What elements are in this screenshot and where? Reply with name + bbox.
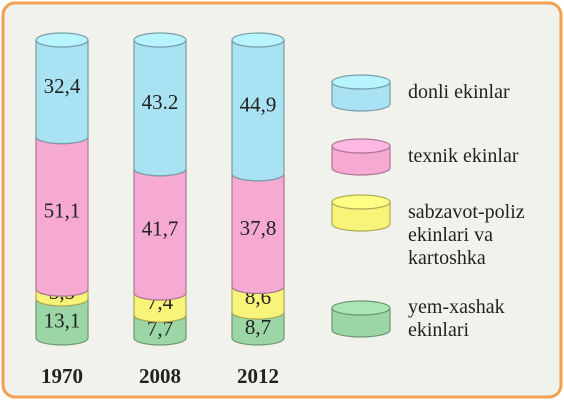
value-label: 32,4: [44, 74, 81, 98]
value-label: 37,8: [240, 216, 277, 240]
legend-swatch-top: [331, 300, 391, 316]
x-tick-label: 2008: [139, 364, 181, 388]
legend-swatch-top: [331, 138, 391, 154]
x-tick-label: 1970: [41, 364, 83, 388]
legend-label: donli ekinlar: [408, 81, 510, 103]
legend-label: sabzavot-poliz ekinlari va kartoshka: [408, 201, 525, 269]
cylinder-segment-top: [231, 32, 285, 48]
cylinder-segment-top: [133, 32, 187, 48]
legend-label: texnik ekinlar: [408, 145, 519, 167]
x-tick-label: 2012: [237, 364, 279, 388]
value-label: 44,9: [240, 93, 277, 117]
value-label: 51,1: [44, 199, 81, 223]
value-label: 41,7: [142, 217, 179, 241]
legend-swatch-top: [331, 74, 391, 90]
cylinder-segment-top: [35, 32, 89, 48]
value-label: 13,1: [44, 308, 81, 332]
legend-label: yem-xashak ekinlari: [408, 296, 505, 341]
value-label: 43.2: [142, 90, 179, 114]
legend-swatch-top: [331, 194, 391, 210]
